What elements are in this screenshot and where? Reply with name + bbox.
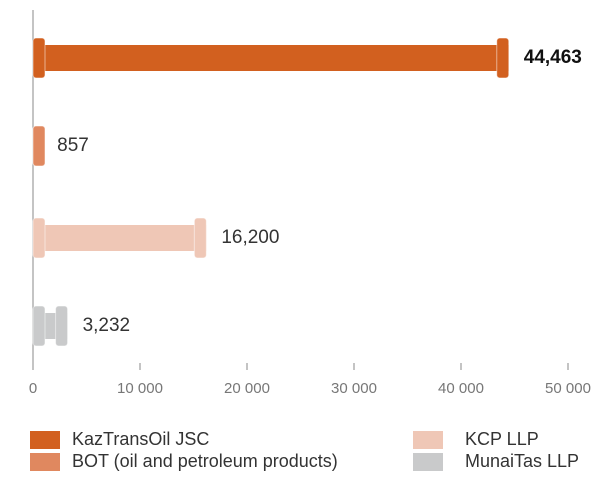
legend-label: MunaiTas LLP — [465, 451, 579, 471]
bar — [33, 45, 509, 71]
x-tick-label: 40 000 — [438, 380, 484, 397]
x-tick-label: 50 000 — [545, 380, 591, 397]
legend-label: KazTransOil JSC — [72, 429, 209, 449]
x-tick-label: 10 000 — [117, 380, 163, 397]
pipe-cap — [32, 37, 46, 79]
value-label: 857 — [57, 135, 89, 156]
legend-label: BOT (oil and petroleum products) — [72, 451, 338, 471]
pipe-cap — [55, 305, 69, 347]
value-label: 44,463 — [524, 47, 582, 68]
pipe-cap — [193, 217, 207, 259]
value-label: 3,232 — [83, 315, 131, 336]
legend-swatch — [413, 453, 443, 471]
bar — [33, 225, 207, 251]
x-tick-label: 0 — [29, 380, 37, 397]
legend-swatch — [30, 431, 60, 449]
legend-label: KCP LLP — [465, 429, 539, 449]
value-label: 16,200 — [221, 227, 279, 248]
x-tick-label: 20 000 — [224, 380, 270, 397]
x-tick-label: 30 000 — [331, 380, 377, 397]
legend-swatch — [30, 453, 60, 471]
legend-swatch — [413, 431, 443, 449]
pipe-cap — [32, 217, 46, 259]
pipe-cap — [32, 305, 46, 347]
pipe-cap — [32, 125, 46, 167]
pipe-cap — [496, 37, 510, 79]
